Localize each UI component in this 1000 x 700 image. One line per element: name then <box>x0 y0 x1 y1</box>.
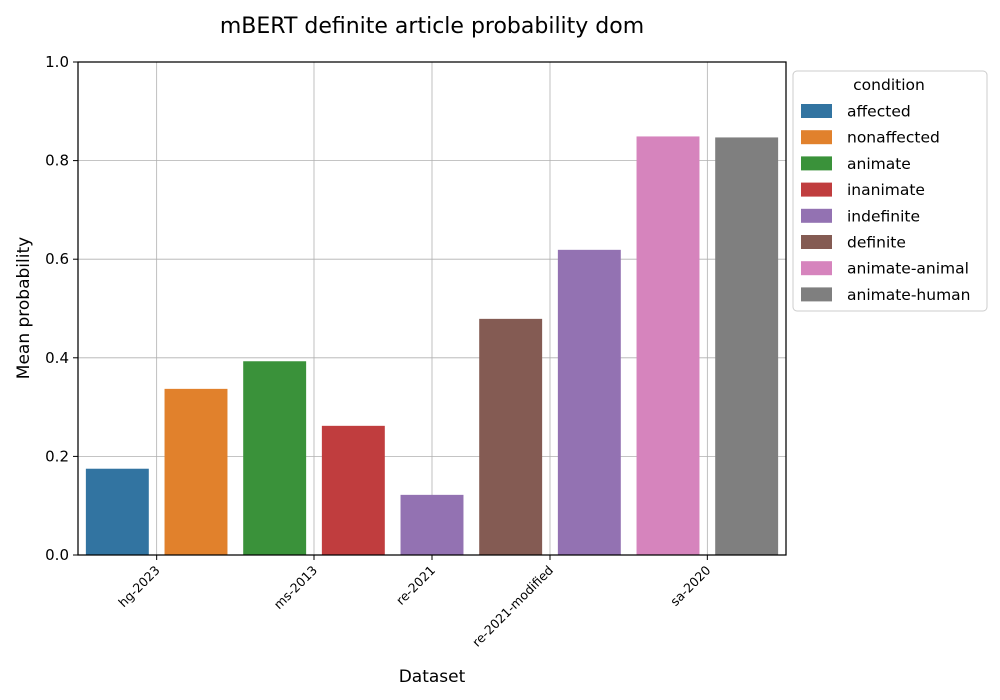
legend-label-inanimate: inanimate <box>847 181 925 199</box>
x-axis-label: Dataset <box>399 667 466 687</box>
bar-sa-2020-animate-animal <box>636 136 700 555</box>
y-tick-label: 0.6 <box>45 250 69 268</box>
bar-sa-2020-animate-human <box>715 137 779 555</box>
y-tick-label: 0.2 <box>45 447 69 465</box>
legend-swatch-inanimate <box>801 182 832 197</box>
legend-swatch-indefinite <box>801 208 832 223</box>
bar-hg-2023-nonaffected <box>164 388 228 555</box>
bar-re-2021-indefinite <box>400 494 464 555</box>
bar-ms-2013-inanimate <box>321 425 385 555</box>
y-tick-label: 0.4 <box>45 349 69 367</box>
bar-re-2021-modified-definite <box>479 318 543 555</box>
legend-label-nonaffected: nonaffected <box>847 129 940 147</box>
legend-swatch-animate-human <box>801 287 832 302</box>
legend-swatch-definite <box>801 235 832 249</box>
x-tick-label: sa-2020 <box>667 562 713 608</box>
y-axis-label: Mean probability <box>14 237 34 379</box>
legend-swatch-animate-animal <box>801 261 832 276</box>
x-tick-label: re-2021-modified <box>469 563 556 650</box>
legend-title: condition <box>853 76 925 94</box>
legend-label-definite: definite <box>847 234 906 252</box>
bar-hg-2023-affected <box>85 468 149 555</box>
legend-label-animate: animate <box>847 155 911 173</box>
x-axis: hg-2023 ms-2013 re-2021 re-2021-modified sa-… <box>115 555 713 650</box>
bar-ms-2013-animate <box>243 361 307 555</box>
legend-label-animate-animal: animate-animal <box>847 260 969 278</box>
legend: condition affected nonaffected animate inan… <box>792 70 988 312</box>
chart-title: mBERT definite article probability dom <box>220 14 644 39</box>
y-axis: 0.0 0.2 0.4 0.6 0.8 1.0 <box>45 53 78 564</box>
legend-label-animate-human: animate-human <box>847 286 971 304</box>
legend-swatch-animate <box>801 156 832 171</box>
legend-frame <box>792 70 988 312</box>
x-tick-label: ms-2013 <box>271 563 321 613</box>
bars <box>85 136 779 555</box>
y-tick-label: 1.0 <box>45 53 69 71</box>
y-tick-label: 0.8 <box>45 152 69 170</box>
bar-re-2021-modified-indefinite <box>557 249 621 555</box>
legend-swatch-nonaffected <box>801 130 832 145</box>
legend-label-indefinite: indefinite <box>847 207 920 225</box>
legend-swatch-affected <box>801 104 832 118</box>
legend-label-affected: affected <box>847 103 911 121</box>
y-tick-label: 0.0 <box>45 546 69 564</box>
x-tick-label: re-2021 <box>393 563 438 608</box>
x-tick-label: hg-2023 <box>115 563 163 611</box>
